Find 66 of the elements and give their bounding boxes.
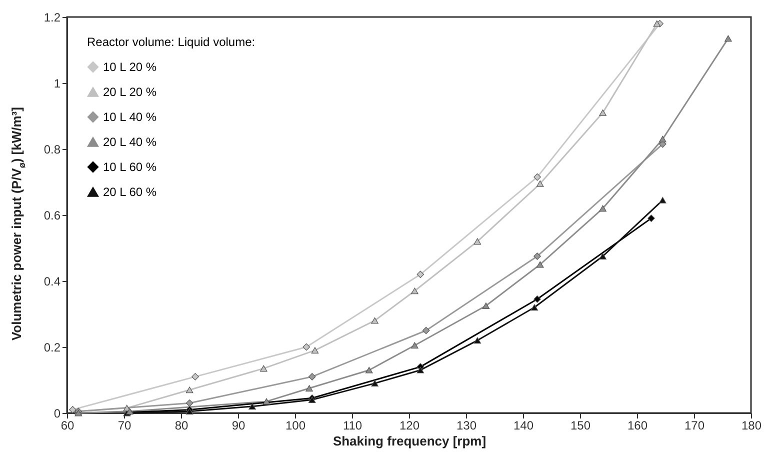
point xyxy=(302,343,310,351)
point xyxy=(653,20,661,27)
point xyxy=(306,385,313,392)
point xyxy=(724,35,732,42)
x-tick-label: 150 xyxy=(570,418,591,432)
point xyxy=(536,180,544,187)
x-tick-label: 70 xyxy=(118,418,132,432)
x-tick-label: 160 xyxy=(627,418,648,432)
point xyxy=(248,403,256,410)
point xyxy=(416,270,424,278)
point xyxy=(308,373,316,380)
point xyxy=(371,380,378,387)
x-tick-label: 110 xyxy=(342,418,362,432)
point xyxy=(599,253,606,260)
x-tick-label: 80 xyxy=(174,418,188,432)
legend-title: Reactor volume: Liquid volume: xyxy=(87,35,256,49)
x-tick-label: 120 xyxy=(399,418,420,432)
point xyxy=(365,366,373,374)
point xyxy=(599,205,606,212)
point xyxy=(422,326,430,334)
x-tick-label: 130 xyxy=(456,418,477,432)
point xyxy=(534,252,541,260)
x-tick-label: 90 xyxy=(232,418,246,432)
point xyxy=(411,342,418,349)
y-tick-label: 1 xyxy=(54,76,61,90)
y-tick-label: 1.2 xyxy=(44,10,61,24)
legend-label: 10 L 20 % xyxy=(103,60,157,74)
point xyxy=(262,398,270,405)
point xyxy=(192,373,199,380)
point xyxy=(599,109,606,116)
legend-label: 20 L 20 % xyxy=(103,85,157,99)
legend-label: 20 L 40 % xyxy=(103,135,157,149)
x-tick-label: 170 xyxy=(684,418,705,432)
point xyxy=(534,295,541,303)
point xyxy=(260,365,268,372)
y-tick-label: 0.8 xyxy=(44,142,61,156)
x-tick-label: 60 xyxy=(60,418,74,432)
point xyxy=(534,173,541,181)
point xyxy=(186,399,194,407)
x-axis-title: Shaking frequency [rpm] xyxy=(332,434,486,448)
point xyxy=(482,302,490,309)
point xyxy=(648,214,655,222)
legend-label: 10 L 40 % xyxy=(103,110,157,124)
x-tick-label: 180 xyxy=(741,418,762,432)
y-tick-label: 0.6 xyxy=(44,208,61,222)
point xyxy=(658,136,666,142)
point xyxy=(311,347,319,354)
point xyxy=(308,396,316,404)
x-tick-label: 140 xyxy=(513,418,534,432)
point xyxy=(69,406,76,414)
point xyxy=(416,366,424,374)
y-tick-label: 0 xyxy=(54,406,61,420)
point xyxy=(411,288,418,294)
x-tick-label: 100 xyxy=(285,418,306,432)
point xyxy=(474,238,482,245)
point xyxy=(474,337,482,344)
point xyxy=(371,317,378,324)
point xyxy=(658,196,666,204)
y-tick-label: 0.2 xyxy=(44,340,61,354)
y-tick-label: 0.4 xyxy=(44,274,61,288)
legend-label: 10 L 60 % xyxy=(103,160,157,174)
point xyxy=(186,386,194,394)
point xyxy=(536,261,544,268)
point xyxy=(186,408,194,415)
legend-label: 20 L 60 % xyxy=(103,185,157,199)
point xyxy=(530,304,538,311)
